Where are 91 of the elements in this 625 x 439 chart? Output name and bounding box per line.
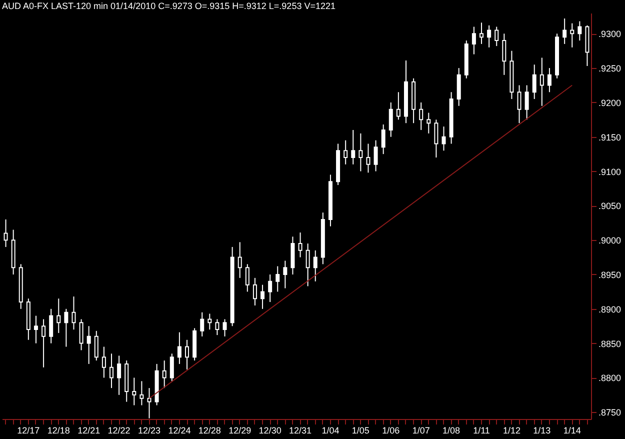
candlestick [86,326,91,364]
candlestick [276,266,280,292]
candlestick [117,355,122,396]
candlestick [366,143,370,174]
candlestick [162,360,166,389]
candlestick [283,260,288,289]
x-tick-label: 1/08 [442,426,460,436]
candlestick [358,132,363,172]
candlestick [177,332,182,364]
candlestick [49,308,54,344]
candlestick [578,20,582,42]
candlestick [313,250,318,282]
candlestick [208,313,212,330]
x-tick-label: 12/30 [258,426,282,436]
y-tick-label: .8950 [598,270,622,280]
y-tick-label: .8850 [598,338,622,349]
candlestick [140,380,144,406]
candlestick [344,140,348,165]
x-tick-label: 12/28 [198,426,221,436]
candlestick [252,277,257,306]
x-tick-label: 1/13 [533,426,551,436]
candlestick [245,264,250,292]
candlestick [34,315,38,344]
candlestick [396,92,400,120]
candlestick [374,140,378,172]
candlestick [132,377,136,406]
x-tick-label: 12/23 [138,426,161,436]
candlestick [524,84,529,120]
candlestick [434,119,438,158]
candlestick [102,346,106,378]
candlestick [480,22,484,44]
y-tick-label: .9250 [598,64,622,74]
x-tick-label: 1/04 [322,426,340,436]
candlestick [532,64,536,100]
y-tick-label: .9000 [598,236,622,246]
candlestick [472,26,476,55]
candlestick [200,312,204,337]
candlestick [381,124,386,155]
candlestick [56,298,61,334]
candlestick [222,318,227,337]
candlestick [442,126,446,152]
x-tick-label: 1/12 [502,426,520,436]
candlestick [502,33,506,76]
candlestick [185,339,190,370]
y-tick-label: .9100 [598,166,622,177]
candlestick [494,26,499,47]
x-tick-label: 1/05 [352,426,370,436]
x-tick-label: 12/17 [17,426,40,436]
x-tick-label: 1/14 [563,426,581,436]
candlestick [298,232,302,258]
x-tick-label: 12/22 [108,426,130,436]
candlestick [562,18,567,44]
chart-title: AUD A0-FX LAST-120 min 01/14/2010 C=.9273 O=.9315 H=.9312 L=.9253 V=1221 [2,1,336,11]
y-tick-label: .9050 [598,201,622,212]
x-tick-label: 1/06 [382,426,400,436]
y-tick-label: .9300 [598,29,622,40]
x-tick-label: 12/18 [47,426,70,436]
candlestick [64,308,68,348]
x-tick-label: 12/31 [289,426,312,436]
candlestick [570,22,574,48]
x-tick-label: 12/29 [228,426,252,436]
candlestick [170,353,174,382]
candlestick [388,102,393,138]
y-tick-label: .9150 [598,132,622,142]
y-tick-label: .8750 [598,408,622,418]
x-tick-label: 1/07 [412,426,430,436]
candlestick [268,274,272,303]
candlestick [72,296,76,330]
x-tick-label: 12/21 [78,426,100,436]
candlestick [487,24,492,48]
candlestick [79,318,84,351]
candlestick [517,84,522,124]
y-tick-label: .8800 [598,373,622,384]
candlestick [419,102,424,130]
y-tick-label: .9200 [598,98,622,108]
candlestick [306,243,310,287]
candlestick [540,57,544,106]
candlestick [94,330,98,362]
candlestick [426,112,431,134]
x-tick-label: 12/24 [168,426,191,436]
candlestick [4,218,8,248]
candlestick [42,318,46,368]
candlestick [147,388,152,419]
candlestick [547,68,552,93]
candlestick [238,242,242,278]
candlestick [260,284,265,310]
candlestick [215,318,220,336]
x-tick-label: 1/11 [473,426,490,436]
candlestick [109,353,114,389]
y-tick-label: .8900 [598,304,622,314]
candlestick [351,129,356,165]
